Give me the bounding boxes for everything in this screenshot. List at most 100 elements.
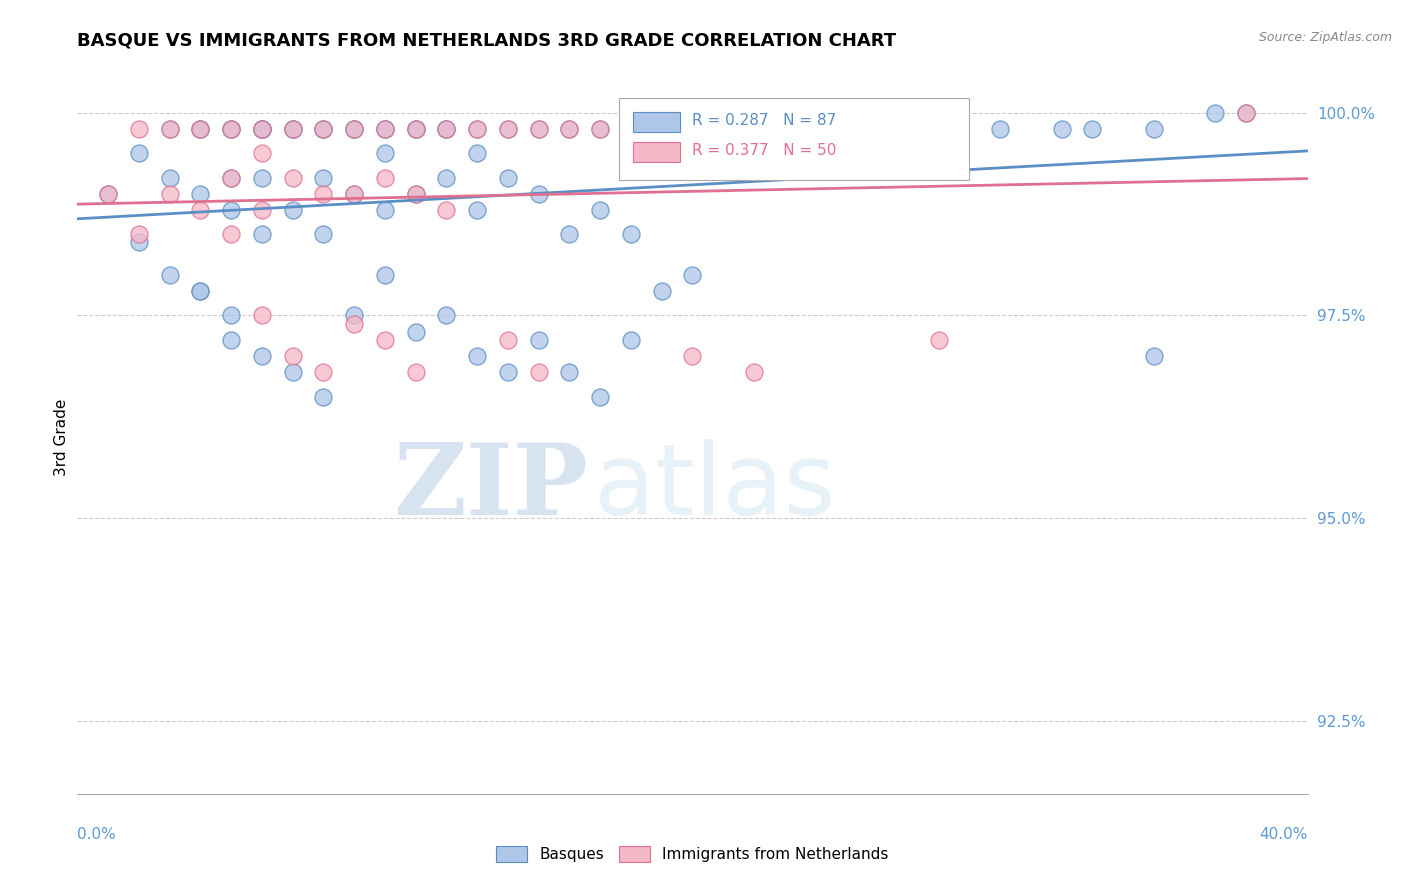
Point	[866, 122, 889, 136]
Point	[250, 122, 273, 136]
Y-axis label: 3rd Grade: 3rd Grade	[53, 399, 69, 475]
Point	[188, 122, 212, 136]
Point	[159, 122, 181, 136]
Point	[374, 122, 396, 136]
Point	[527, 365, 550, 379]
Point	[651, 122, 673, 136]
Point	[405, 365, 427, 379]
Point	[897, 122, 920, 136]
Point	[682, 268, 704, 282]
Point	[589, 122, 612, 136]
Point	[219, 202, 242, 217]
Point	[620, 227, 643, 242]
Point	[711, 122, 734, 136]
Point	[558, 227, 581, 242]
Point	[465, 146, 488, 161]
Point	[773, 122, 796, 136]
Point	[281, 122, 304, 136]
Point	[374, 333, 396, 347]
Point	[343, 122, 366, 136]
Point	[496, 122, 519, 136]
Point	[897, 122, 920, 136]
Point	[436, 122, 458, 136]
Point	[250, 309, 273, 323]
Point	[558, 122, 581, 136]
Point	[219, 309, 242, 323]
Point	[159, 268, 181, 282]
Point	[343, 122, 366, 136]
Point	[281, 349, 304, 363]
Point	[651, 122, 673, 136]
Point	[312, 186, 335, 201]
Text: 0.0%: 0.0%	[77, 827, 117, 841]
Point	[496, 122, 519, 136]
Point	[496, 365, 519, 379]
Point	[250, 122, 273, 136]
Point	[1143, 349, 1166, 363]
Point	[928, 333, 950, 347]
Point	[250, 146, 273, 161]
Point	[250, 227, 273, 242]
Text: BASQUE VS IMMIGRANTS FROM NETHERLANDS 3RD GRADE CORRELATION CHART: BASQUE VS IMMIGRANTS FROM NETHERLANDS 3R…	[77, 31, 897, 49]
Point	[988, 122, 1011, 136]
Point	[374, 170, 396, 185]
Point	[620, 122, 643, 136]
Point	[436, 122, 458, 136]
Point	[527, 186, 550, 201]
Point	[620, 333, 643, 347]
Point	[405, 186, 427, 201]
Point	[128, 122, 150, 136]
Point	[343, 309, 366, 323]
Point	[97, 186, 120, 201]
Point	[250, 170, 273, 185]
Point	[281, 122, 304, 136]
Point	[128, 227, 150, 242]
Point	[219, 170, 242, 185]
Point	[374, 202, 396, 217]
Text: R = 0.287   N = 87: R = 0.287 N = 87	[693, 113, 837, 128]
Point	[589, 390, 612, 404]
Point	[835, 122, 858, 136]
FancyBboxPatch shape	[619, 98, 969, 180]
Bar	[634, 143, 681, 162]
Point	[312, 170, 335, 185]
Point	[711, 122, 734, 136]
Point	[188, 202, 212, 217]
Point	[804, 122, 827, 136]
Text: R = 0.377   N = 50: R = 0.377 N = 50	[693, 144, 837, 159]
Point	[405, 186, 427, 201]
Point	[159, 170, 181, 185]
Point	[465, 349, 488, 363]
Point	[682, 122, 704, 136]
Point	[742, 122, 765, 136]
Point	[312, 122, 335, 136]
Point	[465, 122, 488, 136]
Point	[620, 122, 643, 136]
Point	[436, 309, 458, 323]
Point	[188, 186, 212, 201]
Point	[250, 122, 273, 136]
Point	[405, 122, 427, 136]
Point	[1050, 122, 1073, 136]
Point	[436, 202, 458, 217]
Point	[1143, 122, 1166, 136]
Point	[281, 122, 304, 136]
Point	[312, 122, 335, 136]
Point	[465, 122, 488, 136]
Point	[436, 170, 458, 185]
Point	[97, 186, 120, 201]
Point	[188, 122, 212, 136]
Point	[436, 122, 458, 136]
Point	[527, 122, 550, 136]
Point	[219, 227, 242, 242]
Point	[281, 202, 304, 217]
Point	[159, 186, 181, 201]
Point	[742, 365, 765, 379]
Point	[496, 170, 519, 185]
Point	[159, 122, 181, 136]
Point	[219, 122, 242, 136]
Text: Source: ZipAtlas.com: Source: ZipAtlas.com	[1258, 31, 1392, 45]
Point	[219, 122, 242, 136]
Point	[465, 202, 488, 217]
Point	[312, 227, 335, 242]
